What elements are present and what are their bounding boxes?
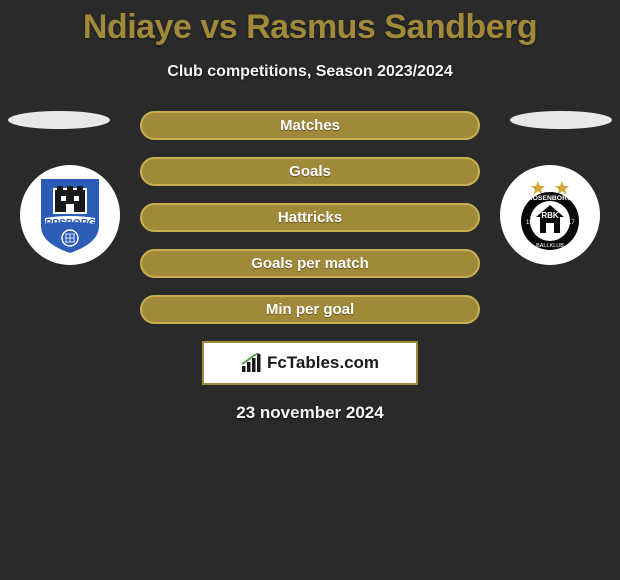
stat-bar-hattricks: Hattricks bbox=[140, 203, 480, 232]
svg-text:17: 17 bbox=[568, 220, 575, 226]
svg-text:ROSENBORG: ROSENBORG bbox=[528, 195, 573, 202]
badge-text-left: RPSBORG bbox=[45, 218, 96, 229]
svg-text:RBK: RBK bbox=[541, 211, 559, 220]
subtitle: Club competitions, Season 2023/2024 bbox=[0, 63, 620, 81]
comparison-panel: RPSBORG ROSENBORG BALLKLUB 19 17 RBK Mat… bbox=[0, 111, 620, 423]
stat-bar-min-per-goal: Min per goal bbox=[140, 295, 480, 324]
date-label: 23 november 2024 bbox=[0, 403, 620, 423]
sarpsborg-crest-icon: RPSBORG bbox=[35, 174, 105, 256]
stat-bars: Matches Goals Hattricks Goals per match … bbox=[140, 111, 480, 324]
brand-inner: FcTables.com bbox=[241, 353, 379, 373]
chart-icon bbox=[241, 353, 263, 373]
player-bubble-right bbox=[510, 111, 612, 129]
team-badge-left: RPSBORG bbox=[20, 165, 120, 265]
brand-box[interactable]: FcTables.com bbox=[202, 341, 418, 385]
brand-name: FcTables.com bbox=[267, 353, 379, 373]
stat-bar-matches: Matches bbox=[140, 111, 480, 140]
stat-bar-goals: Goals bbox=[140, 157, 480, 186]
page-title: Ndiaye vs Rasmus Sandberg bbox=[0, 0, 620, 47]
svg-text:19: 19 bbox=[526, 220, 533, 226]
svg-text:BALLKLUB: BALLKLUB bbox=[536, 243, 564, 249]
rosenborg-crest-icon: ROSENBORG BALLKLUB 19 17 RBK bbox=[512, 177, 588, 253]
team-badge-right: ROSENBORG BALLKLUB 19 17 RBK bbox=[500, 165, 600, 265]
player-bubble-left bbox=[8, 111, 110, 129]
stat-bar-goals-per-match: Goals per match bbox=[140, 249, 480, 278]
